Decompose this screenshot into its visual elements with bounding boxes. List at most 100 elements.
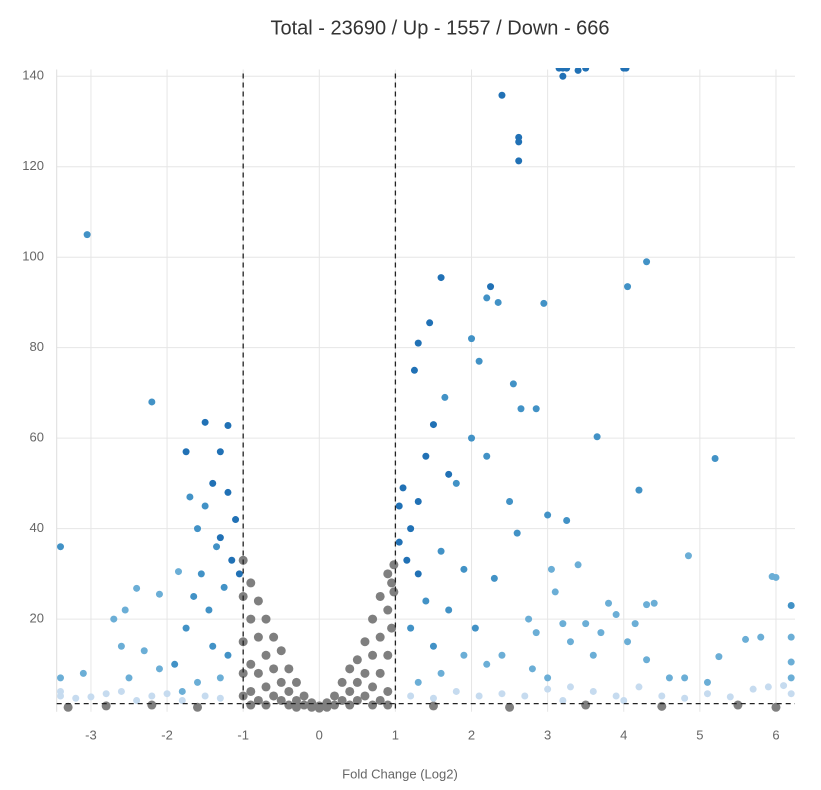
point xyxy=(437,547,445,555)
point xyxy=(525,615,533,623)
point xyxy=(383,605,393,615)
point xyxy=(566,683,574,691)
x-tick-label: 1 xyxy=(392,727,399,742)
point xyxy=(57,692,65,700)
point xyxy=(330,691,340,701)
point xyxy=(121,606,129,614)
point xyxy=(201,418,209,426)
x-tick-label: -2 xyxy=(161,727,173,742)
point xyxy=(574,68,582,74)
point xyxy=(375,591,385,601)
point xyxy=(422,452,430,460)
point xyxy=(620,696,628,704)
point xyxy=(387,623,397,633)
point xyxy=(414,570,422,578)
point xyxy=(284,664,294,674)
point xyxy=(483,452,491,460)
point xyxy=(445,606,453,614)
x-tick-label: 4 xyxy=(620,727,627,742)
point xyxy=(703,678,711,686)
point xyxy=(209,479,217,487)
point xyxy=(540,299,548,307)
point xyxy=(155,665,163,673)
point xyxy=(635,683,643,691)
point xyxy=(246,614,256,624)
x-tick-label: 3 xyxy=(544,727,551,742)
point xyxy=(375,668,385,678)
point xyxy=(232,516,240,524)
point xyxy=(742,635,750,643)
point xyxy=(643,601,651,609)
point xyxy=(414,339,422,347)
point xyxy=(79,669,87,677)
point xyxy=(224,488,232,496)
point xyxy=(483,660,491,668)
point xyxy=(253,695,263,705)
point xyxy=(57,543,65,551)
point xyxy=(733,700,743,710)
point xyxy=(375,632,385,642)
point xyxy=(368,614,378,624)
point xyxy=(726,693,734,701)
point xyxy=(547,565,555,573)
point xyxy=(190,592,198,600)
point xyxy=(787,633,795,641)
point xyxy=(284,700,294,710)
point xyxy=(368,700,378,710)
point xyxy=(437,274,445,282)
point xyxy=(360,668,370,678)
point xyxy=(171,660,179,668)
point xyxy=(559,620,567,628)
point xyxy=(235,570,243,578)
point xyxy=(787,658,795,666)
point xyxy=(605,599,613,607)
point xyxy=(635,486,643,494)
x-axis-label: Fold Change (Log2) xyxy=(342,766,458,781)
point xyxy=(428,701,438,711)
point xyxy=(475,692,483,700)
point xyxy=(216,694,224,702)
point xyxy=(429,642,437,650)
point xyxy=(787,602,795,610)
point xyxy=(389,587,399,597)
point xyxy=(658,692,666,700)
x-tick-label: 6 xyxy=(772,727,779,742)
point xyxy=(681,694,689,702)
point xyxy=(276,695,286,705)
point xyxy=(624,283,632,291)
point xyxy=(110,615,118,623)
point xyxy=(261,650,271,660)
x-tick-label: -3 xyxy=(85,727,97,742)
point xyxy=(389,560,399,570)
point xyxy=(715,653,723,661)
point xyxy=(63,702,73,712)
point xyxy=(57,674,65,682)
point xyxy=(437,669,445,677)
point xyxy=(291,677,301,687)
point xyxy=(515,138,523,146)
point xyxy=(505,702,515,712)
point xyxy=(117,687,125,695)
point xyxy=(559,696,567,704)
point xyxy=(269,632,279,642)
point xyxy=(261,682,271,692)
point xyxy=(383,700,393,710)
point xyxy=(193,702,203,712)
point xyxy=(360,637,370,647)
point xyxy=(205,606,213,614)
point xyxy=(665,674,673,682)
point xyxy=(209,642,217,650)
point xyxy=(509,380,517,388)
point xyxy=(163,690,171,698)
point xyxy=(387,578,397,588)
point xyxy=(220,583,228,591)
point xyxy=(368,682,378,692)
point xyxy=(307,702,317,712)
point xyxy=(269,691,279,701)
point xyxy=(72,694,80,702)
point xyxy=(407,624,415,632)
point xyxy=(352,655,362,665)
point xyxy=(375,695,385,705)
point xyxy=(544,674,552,682)
y-tick-label: 60 xyxy=(30,430,44,445)
